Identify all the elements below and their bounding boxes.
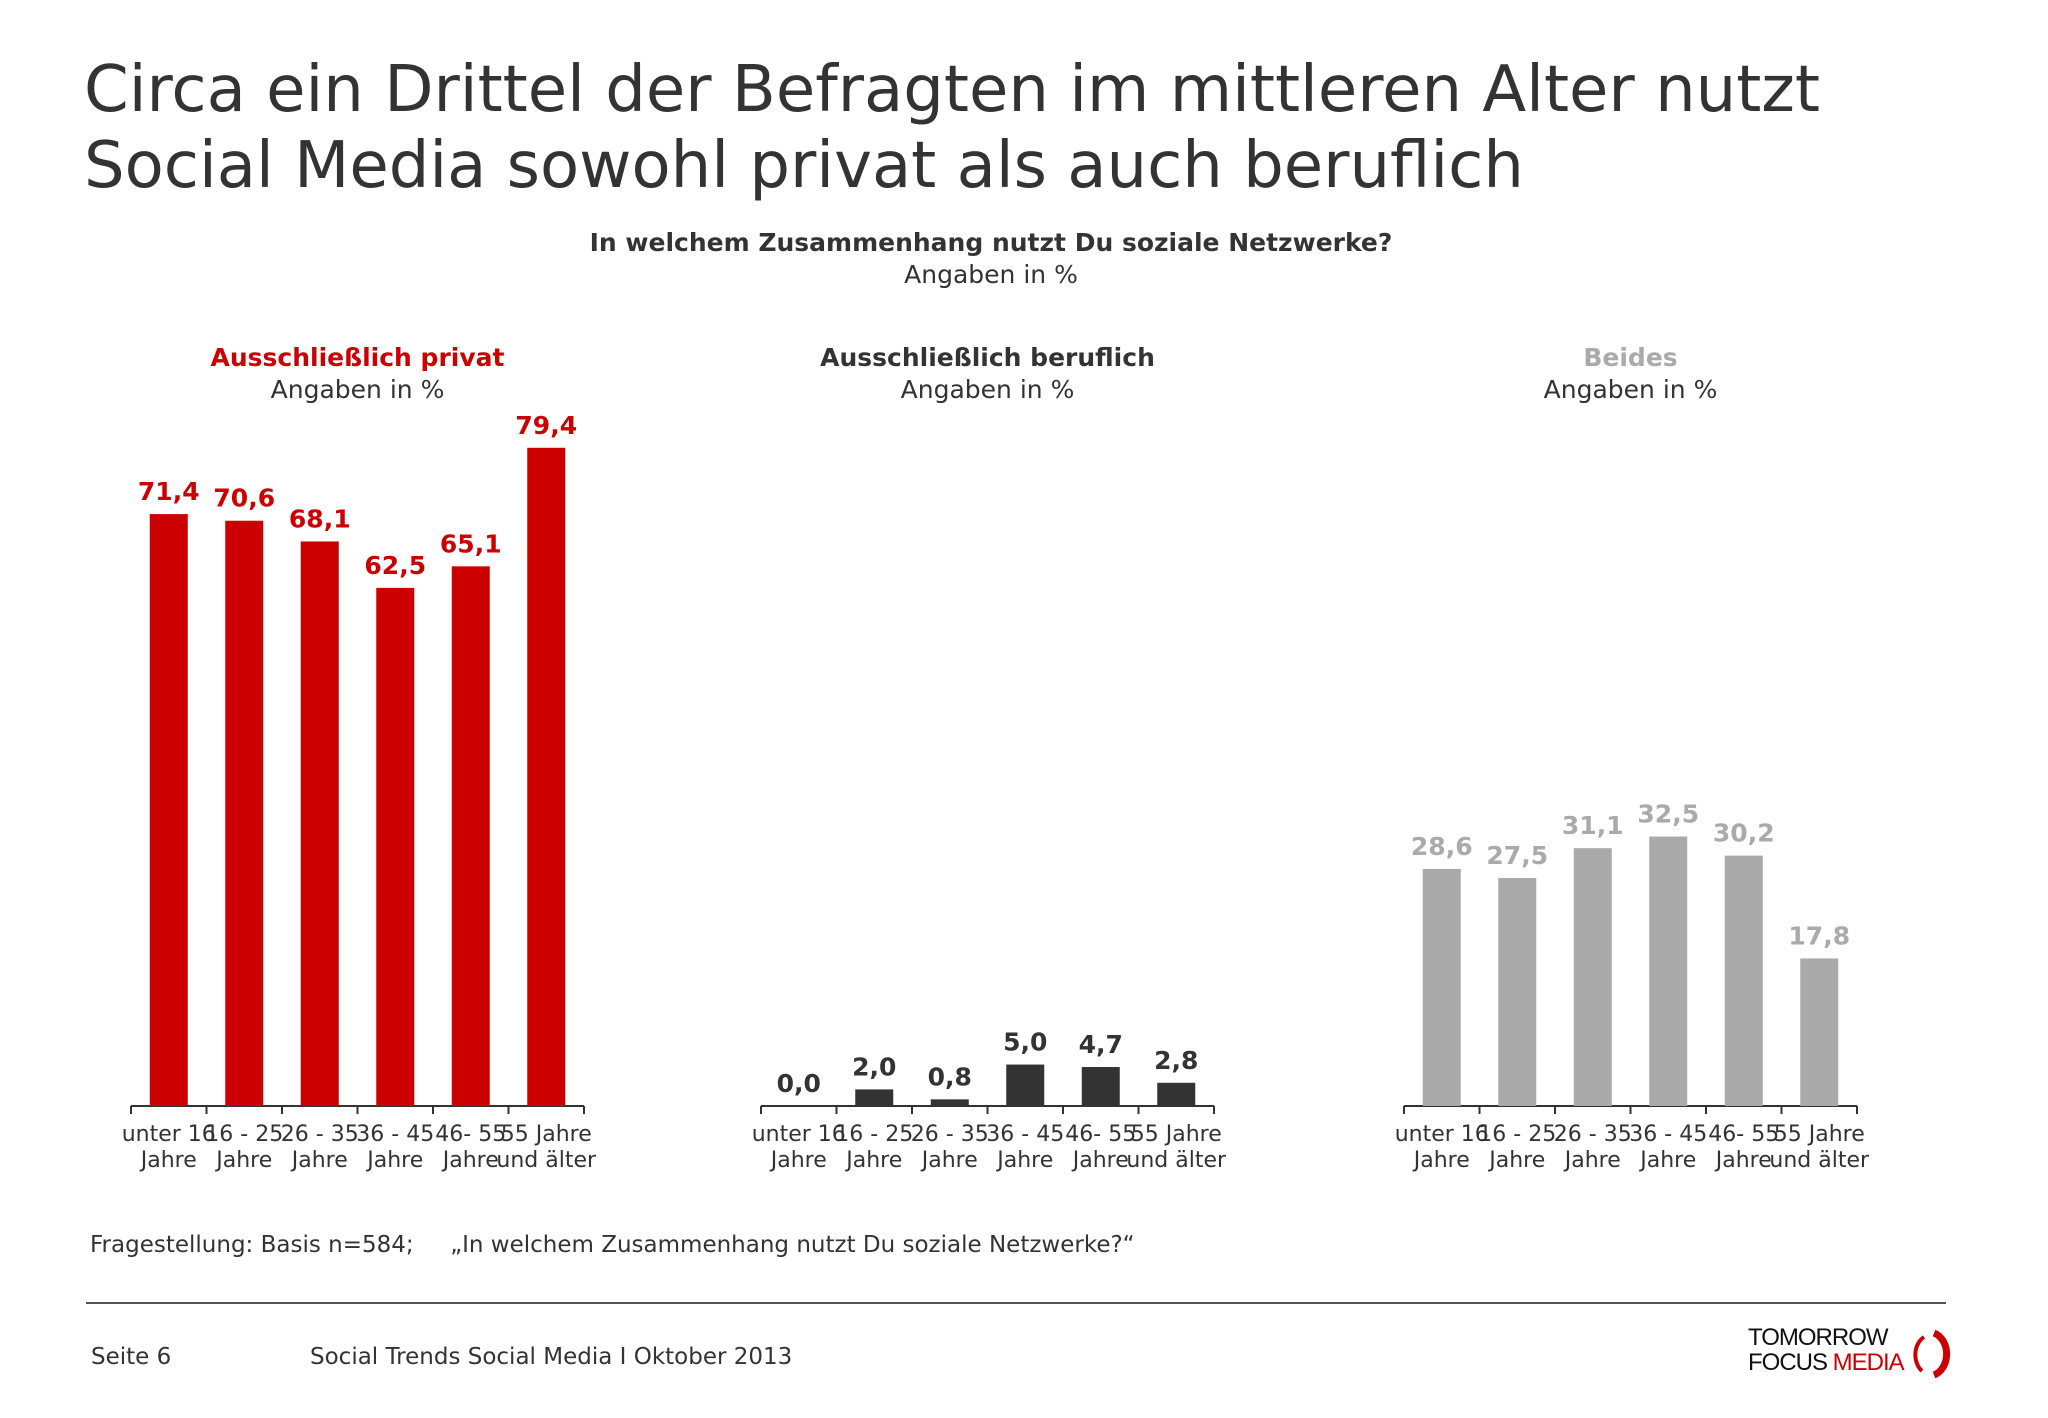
data-label: 68,1 [289, 504, 351, 533]
logo-line-1: TOMORROW [1748, 1324, 1889, 1351]
category-label: 26 - 35 [911, 1122, 989, 1147]
data-label: 31,1 [1562, 811, 1624, 840]
chart-title: Ausschließlich privat [211, 343, 505, 372]
category-label: 36 - 45 [356, 1122, 434, 1147]
bar [1422, 868, 1461, 1106]
category-label: 16 - 25 [835, 1122, 913, 1147]
data-label: 2,8 [1154, 1046, 1198, 1075]
footer-source: Social Trends Social Media I Oktober 201… [310, 1344, 793, 1370]
category-label: 16 - 25 [1478, 1122, 1556, 1147]
category-label: Jahre [1071, 1148, 1129, 1173]
bar [376, 587, 415, 1106]
data-label: 32,5 [1637, 800, 1699, 829]
category-label: Jahre [1714, 1148, 1772, 1173]
bar [855, 1089, 894, 1106]
category-label: Jahre [995, 1148, 1053, 1173]
data-label: 27,5 [1486, 841, 1548, 870]
data-label: 65,1 [440, 529, 502, 558]
data-label: 17,8 [1788, 921, 1850, 950]
data-label: 30,2 [1713, 819, 1775, 848]
data-label: 62,5 [364, 551, 426, 580]
category-label: 16 - 25 [205, 1122, 283, 1147]
chart-subtitle: Angaben in % [271, 375, 445, 404]
chart-title: Beides [1583, 343, 1677, 372]
category-label: 46- 55 [435, 1122, 506, 1147]
category-label: Jahre [1563, 1148, 1621, 1173]
category-label: unter 16 [752, 1122, 846, 1147]
data-label: 5,0 [1003, 1028, 1047, 1057]
category-label: Jahre [441, 1148, 499, 1173]
data-label: 70,6 [213, 484, 275, 513]
data-label: 4,7 [1079, 1030, 1123, 1059]
bar [1649, 836, 1688, 1106]
bar [1498, 878, 1537, 1106]
logo-focus: FOCUS [1748, 1349, 1833, 1376]
bar [1081, 1067, 1120, 1106]
divider [86, 1302, 1946, 1304]
category-label: und älter [1126, 1148, 1227, 1173]
footnote: Fragestellung: Basis n=584; „In welchem … [90, 1232, 1135, 1258]
data-label: 79,4 [515, 411, 577, 440]
bar [930, 1099, 969, 1106]
title-line-1: Circa ein Drittel der Befragten im mittl… [84, 53, 1820, 127]
logo-media: MEDIA [1832, 1349, 1905, 1376]
category-label: unter 16 [122, 1122, 216, 1147]
question-heading: In welchem Zusammenhang nutzt Du soziale… [589, 228, 1393, 257]
data-label: 2,0 [852, 1052, 896, 1081]
category-label: und älter [496, 1148, 597, 1173]
category-label: Jahre [139, 1148, 197, 1173]
bar [1157, 1082, 1196, 1106]
category-label: Jahre [214, 1148, 272, 1173]
category-label: 46- 55 [1065, 1122, 1136, 1147]
category-label: 36 - 45 [986, 1122, 1064, 1147]
category-label: Jahre [1638, 1148, 1696, 1173]
category-label: Jahre [844, 1148, 902, 1173]
category-label: Jahre [769, 1148, 827, 1173]
bar [300, 541, 339, 1106]
category-label: Jahre [1412, 1148, 1470, 1173]
category-label: 55 Jahre [501, 1122, 592, 1147]
data-label: 0,0 [777, 1069, 821, 1098]
bar [527, 447, 566, 1106]
category-label: Jahre [365, 1148, 423, 1173]
bar [149, 514, 188, 1106]
slide-title: Circa ein Drittel der Befragten im mittl… [84, 52, 1820, 204]
category-label: 55 Jahre [1774, 1122, 1865, 1147]
data-label: 71,4 [138, 477, 200, 506]
logo-arc-icon [1913, 1329, 1951, 1379]
category-label: 55 Jahre [1131, 1122, 1222, 1147]
data-label: 28,6 [1411, 832, 1473, 861]
bar [1573, 848, 1612, 1106]
category-label: Jahre [290, 1148, 348, 1173]
category-label: Jahre [920, 1148, 978, 1173]
chart-title: Ausschließlich beruflich [820, 343, 1155, 372]
category-label: 36 - 45 [1629, 1122, 1707, 1147]
bar [451, 566, 490, 1106]
category-label: und älter [1769, 1148, 1870, 1173]
category-label: unter 16 [1395, 1122, 1489, 1147]
bar [1800, 958, 1839, 1106]
tomorrow-focus-media-logo: TOMORROW FOCUS MEDIA [1748, 1325, 1958, 1381]
question-unit: Angaben in % [904, 260, 1078, 289]
bar [1724, 855, 1763, 1106]
data-label: 0,8 [928, 1062, 972, 1091]
logo-line-2: FOCUS MEDIA [1748, 1350, 1958, 1375]
category-label: 26 - 35 [281, 1122, 359, 1147]
category-label: 26 - 35 [1554, 1122, 1632, 1147]
category-label: 46- 55 [1708, 1122, 1779, 1147]
bar [1006, 1064, 1045, 1106]
page-number: Seite 6 [91, 1344, 172, 1370]
chart-subtitle: Angaben in % [1544, 375, 1718, 404]
title-line-2: Social Media sowohl privat als auch beru… [84, 129, 1524, 203]
bar [225, 520, 264, 1106]
category-label: Jahre [1487, 1148, 1545, 1173]
chart-subtitle: Angaben in % [901, 375, 1075, 404]
